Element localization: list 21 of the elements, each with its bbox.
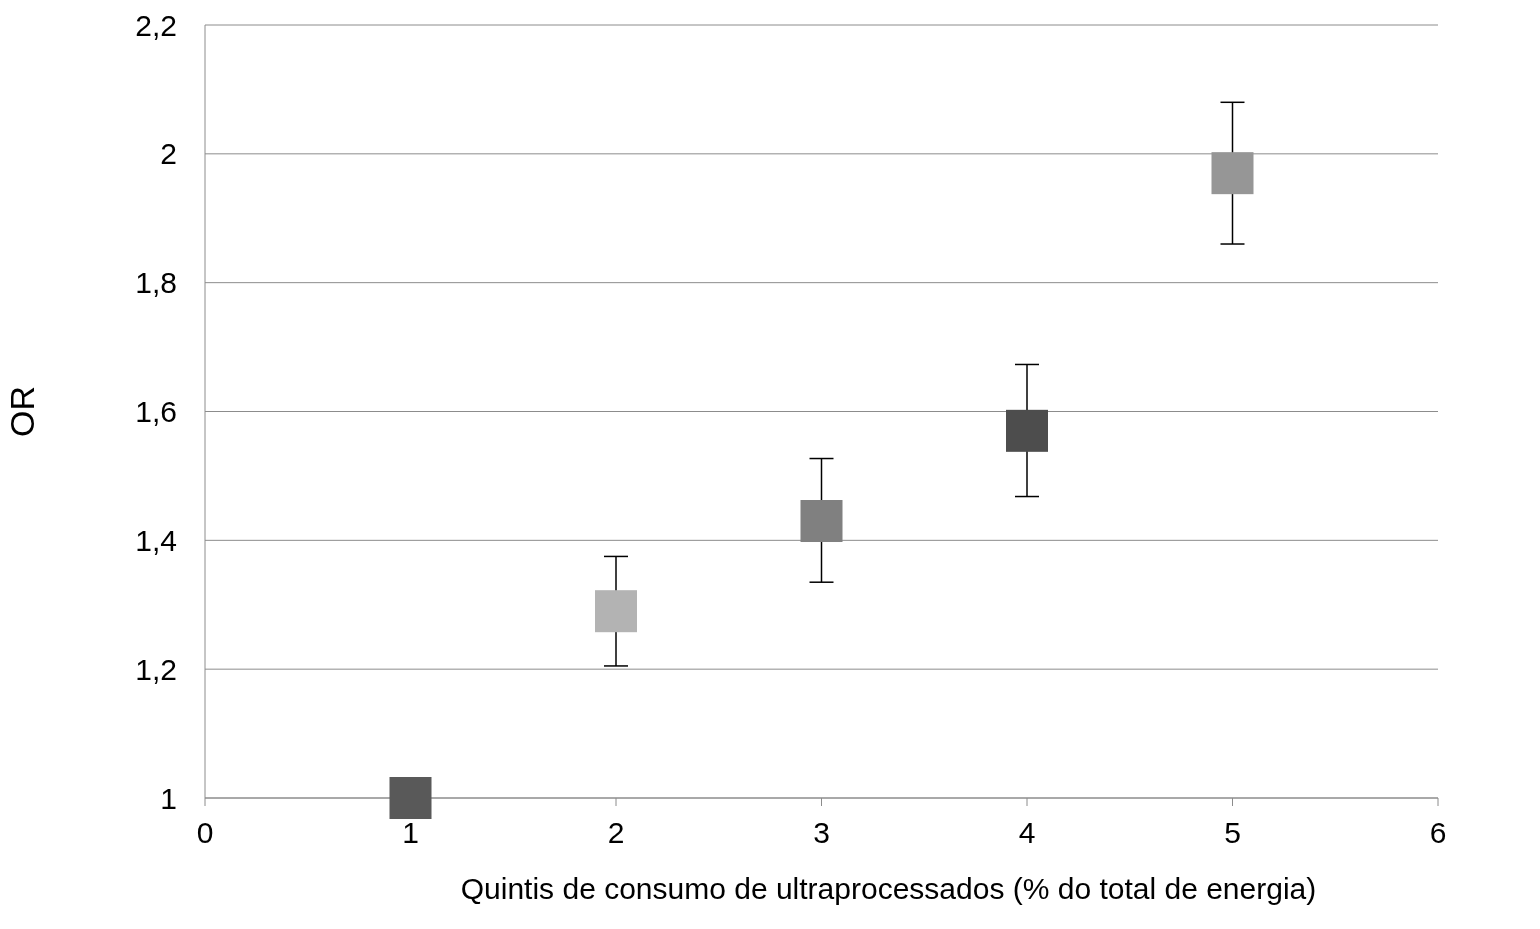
y-tick-label: 1,8	[135, 266, 177, 300]
y-tick-label: 1,4	[135, 523, 177, 557]
y-tick-label: 1	[160, 781, 177, 815]
y-tick-label: 2	[160, 137, 177, 171]
x-tick-label: 5	[1224, 816, 1241, 850]
y-tick-label: 1,2	[135, 652, 177, 686]
point	[595, 590, 637, 633]
x-tick-label: 6	[1429, 816, 1447, 850]
point	[1211, 152, 1254, 195]
x-tick-label: 3	[813, 816, 830, 850]
y-tick-label: 1,6	[135, 395, 177, 429]
x-tick-label: 2	[607, 816, 625, 850]
point	[1006, 409, 1048, 452]
x-tick-label: 1	[402, 816, 419, 850]
y-axis-title: OR	[3, 386, 42, 437]
point	[389, 777, 432, 819]
x-axis-title: Quintis de consumo de ultraprocessados (% do total de energia)	[460, 872, 1317, 905]
point	[800, 500, 843, 543]
x-tick-label: 0	[196, 816, 214, 850]
y-tick-label: 2,2	[135, 8, 177, 42]
x-tick-label: 4	[1018, 816, 1036, 850]
